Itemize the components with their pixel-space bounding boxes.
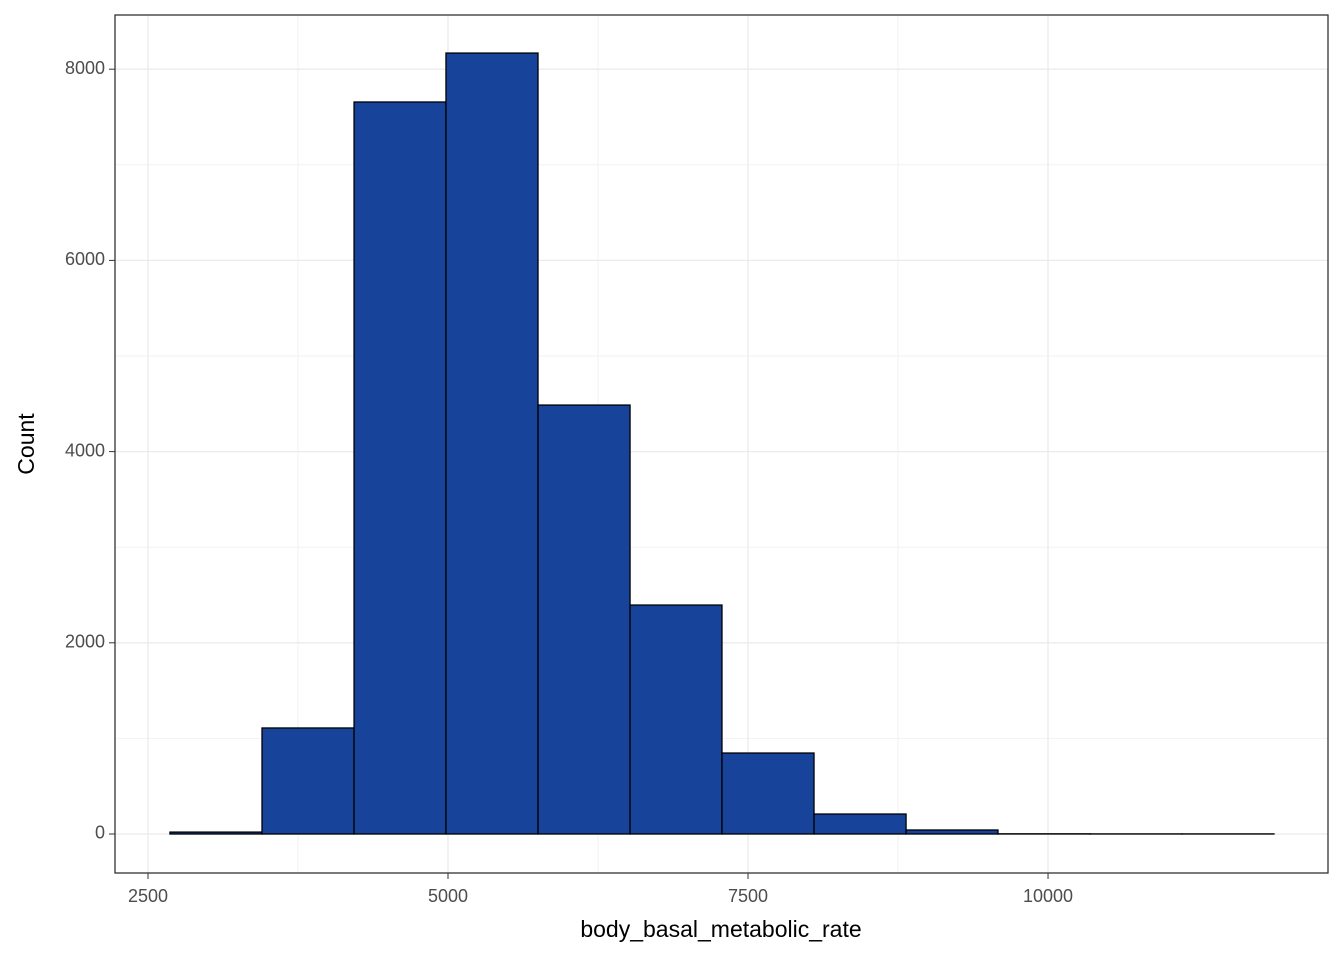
x-tick-label: 2500 xyxy=(128,886,168,906)
bar xyxy=(721,752,815,835)
bar xyxy=(629,604,723,835)
y-tick-label: 4000 xyxy=(65,440,105,460)
bar xyxy=(445,52,539,835)
plot-border xyxy=(114,14,1329,874)
y-tick-label: 0 xyxy=(95,823,105,843)
y-tick-label: 2000 xyxy=(65,632,105,652)
x-tick-label: 7500 xyxy=(728,886,768,906)
x-tick-label: 10000 xyxy=(1023,886,1073,906)
bar xyxy=(353,101,447,835)
bar xyxy=(169,831,263,835)
bar xyxy=(261,727,355,835)
x-axis-title: body_basal_metabolic_rate xyxy=(580,916,861,942)
y-tick-label: 6000 xyxy=(65,249,105,269)
x-tick-label: 5000 xyxy=(428,886,468,906)
bar xyxy=(905,829,999,835)
bar xyxy=(537,404,631,835)
y-axis-title: Count xyxy=(13,413,39,475)
y-tick-label: 8000 xyxy=(65,58,105,78)
bar xyxy=(813,813,907,835)
